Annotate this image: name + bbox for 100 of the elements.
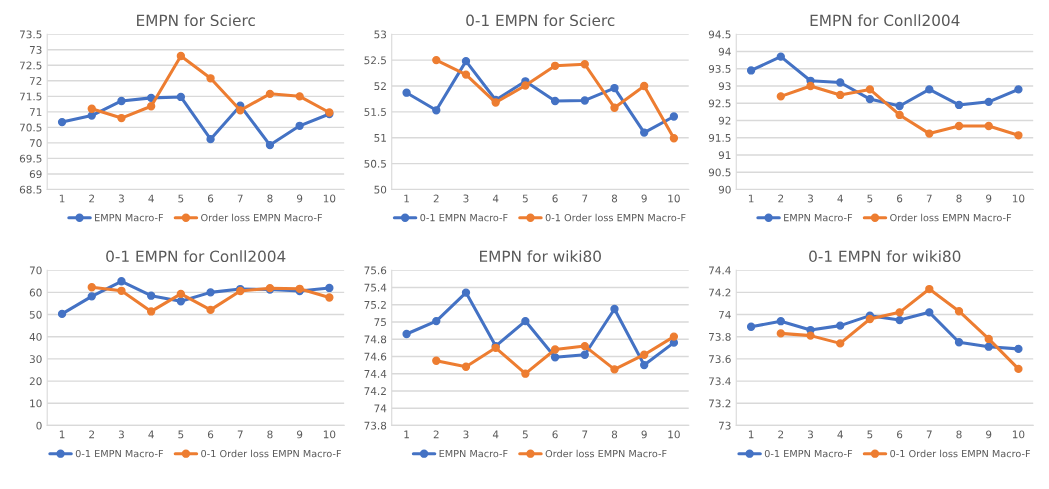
point — [580, 341, 589, 351]
point — [865, 314, 875, 324]
y-tick-label: 30 — [29, 355, 42, 363]
x-tick-label: 5 — [178, 430, 184, 439]
point — [265, 89, 275, 99]
legend-label: Order loss EMPN Macro-F — [890, 213, 1012, 222]
point — [295, 121, 304, 130]
x-tick-label: 4 — [148, 194, 154, 203]
x-tick-label: 6 — [897, 430, 903, 439]
point — [1014, 344, 1023, 354]
point — [610, 304, 619, 314]
point — [1014, 364, 1023, 374]
x-tick-label: 4 — [492, 194, 499, 203]
point — [984, 334, 993, 344]
y-tick-label: 53 — [374, 30, 387, 39]
point — [146, 291, 156, 300]
point — [776, 92, 785, 101]
point — [925, 129, 934, 138]
legend-label: EMPN Macro-F — [439, 450, 508, 458]
x-tick-label: 7 — [237, 194, 243, 203]
y-tick-label: 69 — [29, 170, 42, 179]
y-tick-label: 73.8 — [364, 421, 387, 430]
x-tick-label: 3 — [118, 194, 124, 203]
x-tick-label: 6 — [552, 430, 558, 439]
x-tick-label: 5 — [522, 430, 528, 439]
point — [432, 106, 441, 115]
y-tick-label: 69.5 — [19, 154, 42, 163]
point — [669, 332, 679, 341]
point — [432, 356, 441, 365]
y-tick-label: 20 — [29, 377, 42, 386]
x-tick-label: 3 — [118, 430, 124, 439]
point — [206, 135, 215, 144]
point — [895, 308, 904, 317]
point — [461, 56, 471, 66]
point — [206, 74, 215, 83]
point — [746, 322, 756, 331]
point — [461, 362, 471, 371]
x-tick-label: 2 — [89, 430, 95, 439]
x-tick-label: 7 — [926, 430, 932, 439]
point — [402, 329, 411, 339]
x-tick-label: 6 — [207, 430, 214, 439]
legend-label: Order loss EMPN Macro-F — [545, 449, 667, 458]
point — [836, 339, 845, 348]
x-tick-label: 8 — [956, 194, 962, 203]
point — [580, 60, 589, 69]
point — [265, 140, 275, 150]
point — [521, 369, 530, 378]
point — [954, 121, 964, 131]
y-tick-label: 73.6 — [709, 355, 731, 363]
point — [580, 96, 589, 105]
x-tick-label: 1 — [59, 430, 65, 439]
point — [984, 342, 993, 351]
point — [669, 134, 679, 143]
point — [550, 61, 560, 70]
point — [865, 94, 875, 104]
x-tick-label: 1 — [59, 194, 65, 203]
x-tick-label: 9 — [641, 194, 647, 203]
x-tick-label: 10 — [1012, 194, 1025, 203]
chart-title: 0-1 EMPN for Conll2004 — [106, 250, 286, 263]
point — [550, 96, 560, 106]
y-tick-label: 74 — [719, 310, 731, 319]
point — [432, 316, 441, 326]
y-tick-label: 70 — [29, 266, 42, 275]
point — [806, 81, 815, 91]
x-tick-label: 3 — [463, 194, 469, 203]
point — [176, 297, 186, 306]
point — [895, 101, 904, 111]
y-tick-label: 92 — [718, 116, 731, 125]
x-tick-label: 5 — [522, 194, 528, 203]
point — [325, 283, 334, 293]
y-tick-label: 93.5 — [708, 64, 731, 73]
y-tick-label: 73.2 — [709, 399, 731, 408]
chart-title: EMPN for wiki80 — [480, 250, 601, 263]
x-tick-label: 9 — [297, 430, 303, 439]
y-tick-label: 52 — [374, 82, 386, 91]
y-tick-label: 94.5 — [708, 30, 731, 39]
x-tick-label: 8 — [611, 430, 618, 439]
point — [954, 307, 964, 316]
point — [895, 110, 904, 120]
y-tick-label: 90 — [718, 185, 731, 194]
y-tick-label: 73.5 — [20, 30, 42, 39]
y-tick-label: 90.5 — [708, 168, 731, 177]
point — [550, 353, 560, 362]
x-tick-label: 8 — [267, 430, 273, 439]
x-tick-label: 2 — [433, 194, 439, 203]
y-tick-label: 72.5 — [20, 61, 42, 70]
y-tick-label: 74.2 — [709, 288, 731, 297]
point — [610, 103, 619, 112]
x-tick-label: 1 — [404, 194, 409, 203]
x-tick-label: 7 — [582, 430, 588, 439]
point — [806, 331, 815, 340]
x-tick-label: 5 — [178, 194, 184, 203]
legend-label: Order loss EMPN Macro-F — [201, 213, 323, 222]
x-tick-label: 3 — [807, 430, 813, 439]
x-tick-label: 2 — [89, 194, 95, 203]
x-tick-label: 6 — [552, 194, 558, 203]
x-tick-label: 1 — [404, 430, 409, 439]
point — [146, 307, 156, 316]
x-tick-label: 8 — [611, 194, 618, 203]
point — [432, 55, 441, 65]
